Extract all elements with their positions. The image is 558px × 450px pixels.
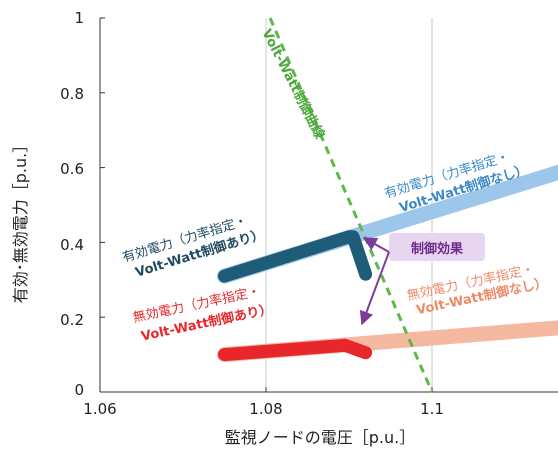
y-tick-label: 0.4 (60, 236, 84, 254)
y-tick-label: 0.6 (60, 160, 84, 178)
y-tick-label: 0.2 (60, 311, 84, 329)
series-reactive-with-line (218, 338, 373, 362)
x-axis-title: 監視ノードの電圧［p.u.］ (225, 428, 415, 447)
labels-layer: Volt-Watt制御曲線 有効電力（力率指定・ Volt-Watt制御なし） … (120, 27, 548, 345)
control-effect-arrow-down (359, 251, 390, 326)
x-tick-label: 1.1 (420, 400, 444, 418)
control-effect-badge (389, 233, 485, 261)
x-tick-label: 1.08 (249, 400, 282, 418)
y-tick-label: 0 (74, 381, 84, 399)
series-layer (217, 17, 558, 393)
volt-watt-curve-line (268, 17, 434, 393)
y-tick-label: 0.8 (60, 85, 84, 103)
control-effect-label: 制御効果 (411, 241, 463, 257)
series-active-with-line (218, 230, 373, 283)
x-tick-label: 1.06 (83, 400, 116, 418)
y-tick-label: 1 (74, 9, 84, 27)
ticks-layer: 1.06 1.08 1.1 0 0.2 0.4 0.6 0.8 1 監視ノードの… (11, 9, 444, 447)
y-axis-title: 有効･無効電力［p.u.］ (11, 137, 30, 303)
volt-watt-curve-label: Volt-Watt制御曲線 (258, 27, 328, 143)
axes-layer (99, 17, 558, 393)
control-effect-arrow-up (362, 237, 390, 253)
